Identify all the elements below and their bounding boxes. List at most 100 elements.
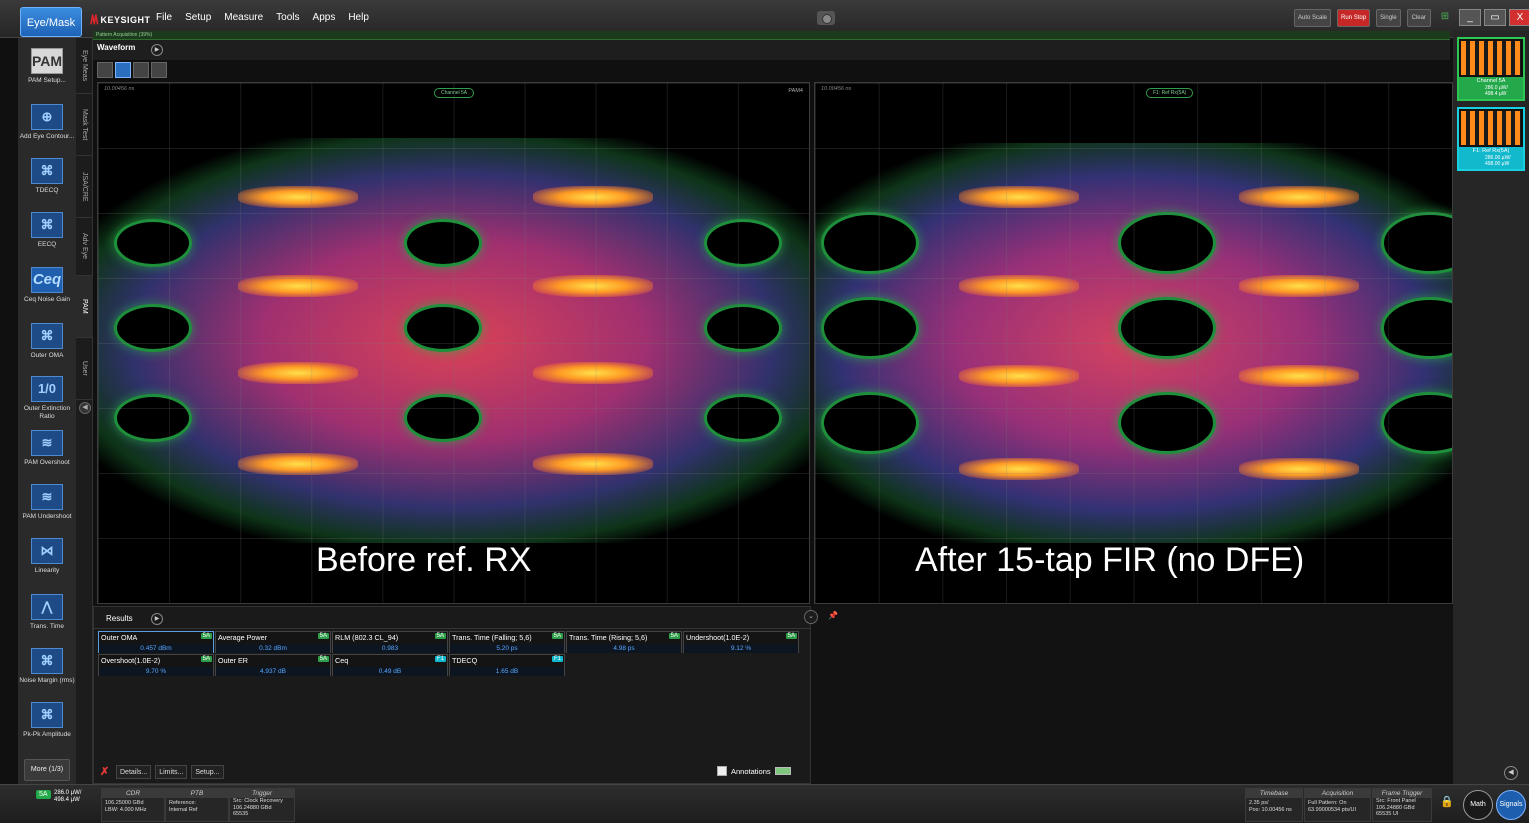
camera-screenshot-icon[interactable]: [817, 11, 835, 25]
waveform-expand-icon[interactable]: ▶: [151, 44, 163, 56]
tool-ceq-noise-gain[interactable]: Ceq Ceq Noise Gain: [18, 267, 76, 304]
layout-tabbed-icon[interactable]: [151, 62, 167, 78]
result-cell[interactable]: RLM (802.3 CL_94) 5A 0.983: [332, 631, 448, 653]
results-empty-area: [812, 606, 1453, 784]
tool-pk-pk-amplitude[interactable]: ⌘ Pk-Pk Amplitude: [18, 702, 76, 739]
thumbnail-channel-5a[interactable]: Channel 5A 286.0 µW/ 498.4 µW: [1457, 37, 1525, 101]
cdr-status[interactable]: CDR 106.25000 GBd LBW: 4.000 MHz: [101, 788, 165, 822]
expand-panel-icon[interactable]: ◀: [1504, 766, 1518, 780]
details-button[interactable]: Details...: [116, 765, 152, 779]
add-eye-contour-icon: ⊕: [31, 104, 63, 130]
limits-button[interactable]: Limits...: [155, 765, 188, 779]
result-cell[interactable]: Average Power 5A 0.32 dBm: [215, 631, 331, 653]
channel-badge[interactable]: Channel 5A: [434, 88, 475, 98]
thumbnail-f1-ref-rx[interactable]: F1: Ref Rx(5A) 286.00 µW/ 498.00 µW: [1457, 107, 1525, 171]
run-stop-button[interactable]: Run Stop: [1337, 9, 1371, 27]
channel-5a-badge[interactable]: 5A: [36, 790, 51, 799]
menu-tools[interactable]: Tools: [276, 12, 300, 23]
result-cell[interactable]: Trans. Time (Rising; 5,6) 5A 4.98 ps: [566, 631, 682, 653]
layout-pin-icon[interactable]: ⊞: [1440, 11, 1450, 22]
tool-eecq[interactable]: ⌘ EECQ: [18, 212, 76, 249]
layout-stacked-icon[interactable]: [133, 62, 149, 78]
tool-add-eye-contour[interactable]: ⊕ Add Eye Contour...: [18, 104, 76, 141]
tab-mask-test[interactable]: Mask Test: [76, 94, 93, 156]
thumbnail-eye-image: [1461, 41, 1521, 75]
tab-pam[interactable]: PAM: [76, 276, 93, 338]
signal-level-band: [533, 453, 653, 475]
eye-opening: [1121, 395, 1213, 451]
trigger-status[interactable]: Trigger Src: Clock Recovery 106.24880 GB…: [229, 788, 295, 822]
more-tools-button[interactable]: More (1/3): [24, 759, 70, 781]
tool-label: Add Eye Contour...: [19, 133, 75, 140]
tab-eye-meas[interactable]: Eye Meas: [76, 38, 93, 94]
result-cell[interactable]: Outer ER 5A 4.937 dB: [215, 654, 331, 676]
pin-icon[interactable]: 📌: [828, 611, 838, 620]
collapse-toolbar-icon[interactable]: ◀: [79, 402, 91, 414]
eye-diagram-after[interactable]: 10.00456 ns F1: Ref Rx(5A) After 15-tap …: [814, 82, 1453, 604]
plot-timestamp: 10.00456 ns: [104, 86, 135, 92]
result-cell[interactable]: Overshoot(1.0E-2) 5A 9.70 %: [98, 654, 214, 676]
annotations-toggle[interactable]: Annotations: [717, 766, 791, 776]
tool-pam-setup[interactable]: PAM PAM Setup...: [18, 48, 76, 85]
result-cell[interactable]: Outer OMA 5A 0.457 dBm: [98, 631, 214, 653]
tool-pam-undershoot[interactable]: ≋ PAM Undershoot: [18, 484, 76, 521]
waveform-tab[interactable]: Waveform: [97, 43, 136, 52]
tab-user[interactable]: User: [76, 338, 93, 400]
timebase-status[interactable]: Timebase 2.35 ps/ Pos: 10.00456 ns: [1245, 788, 1303, 822]
divider: [94, 628, 810, 629]
clear-button[interactable]: Clear: [1406, 9, 1431, 27]
tool-pam-overshoot[interactable]: ≋ PAM Overshoot: [18, 430, 76, 467]
signals-button[interactable]: Signals: [1496, 790, 1526, 820]
tool-noise-margin[interactable]: ⌘ Noise Margin (rms): [18, 648, 76, 685]
result-cell[interactable]: Undershoot(1.0E-2) 5A 9.12 %: [683, 631, 799, 653]
menu-file[interactable]: File: [156, 12, 173, 23]
collapse-results-icon[interactable]: ⌄: [804, 610, 818, 624]
menu-measure[interactable]: Measure: [224, 12, 264, 23]
acquisition-status[interactable]: Acquisition Full Pattern: On 63.99000534…: [1304, 788, 1371, 822]
tab-adv-eye[interactable]: Adv Eye: [76, 218, 93, 276]
layout-split-icon[interactable]: [115, 62, 131, 78]
setup-button[interactable]: Setup...: [191, 765, 224, 779]
menu-help[interactable]: Help: [348, 12, 369, 23]
layout-single-icon[interactable]: [97, 62, 113, 78]
math-button[interactable]: Math: [1463, 790, 1493, 820]
tool-tdecq[interactable]: ⌘ TDECQ: [18, 158, 76, 195]
result-name: Overshoot(1.0E-2): [101, 656, 161, 665]
eye-diagram-before[interactable]: 10.00456 ns Channel 5A PAM4 Before ref. …: [97, 82, 810, 604]
tool-outer-oma[interactable]: ⌘ Outer OMA: [18, 323, 76, 360]
eye-opening: [707, 397, 779, 439]
frame-trigger-status[interactable]: Frame Trigger Src: Front Panel 106.24880…: [1372, 788, 1432, 822]
results-tab[interactable]: Results: [106, 614, 133, 623]
result-cell[interactable]: TDECQ F1 1.65 dB: [449, 654, 565, 676]
result-cell[interactable]: Trans. Time (Falling; 5,6) 5A 5.20 ps: [449, 631, 565, 653]
auto-scale-button[interactable]: Auto Scale: [1294, 9, 1332, 27]
eye-opening: [1384, 215, 1452, 271]
minimize-button[interactable]: _: [1459, 9, 1481, 26]
channel-scale-value: 498.4 µW: [54, 797, 80, 803]
tool-linearity[interactable]: ⋈ Linearity: [18, 538, 76, 575]
signal-level-band: [958, 274, 1079, 297]
tab-jsa-cre[interactable]: JSA/CRE: [76, 156, 93, 218]
single-button[interactable]: Single: [1376, 9, 1401, 27]
tdecq-icon: ⌘: [31, 158, 63, 184]
annotation-color-swatch[interactable]: [774, 767, 791, 775]
eye-mask-mode-button[interactable]: Eye/Mask: [20, 7, 82, 37]
restore-button[interactable]: ▭: [1484, 9, 1506, 26]
tool-label: PAM Setup...: [28, 77, 66, 84]
results-expand-icon[interactable]: ▶: [151, 613, 163, 625]
clear-results-icon[interactable]: ✗: [100, 766, 110, 778]
function-badge[interactable]: F1: Ref Rx(5A): [1146, 88, 1194, 98]
annotations-checkbox[interactable]: [717, 766, 727, 776]
tool-outer-extinction-ratio[interactable]: 1/0 Outer Extinction Ratio: [18, 376, 76, 421]
ceq-noise-gain-icon: Ceq: [31, 267, 63, 293]
menu-setup[interactable]: Setup: [185, 12, 212, 23]
lock-icon[interactable]: 🔒: [1440, 796, 1454, 808]
ptb-status[interactable]: PTB Reference: Internal Ref: [165, 788, 229, 822]
menu-apps[interactable]: Apps: [312, 12, 336, 23]
close-button[interactable]: X: [1509, 9, 1529, 26]
pk-pk-amplitude-icon: ⌘: [31, 702, 63, 728]
result-cell[interactable]: Ceq F1 0.49 dB: [332, 654, 448, 676]
result-value: 9.12 %: [684, 644, 798, 653]
result-value: 0.457 dBm: [99, 644, 213, 653]
tool-trans-time[interactable]: ⋀ Trans. Time: [18, 594, 76, 631]
